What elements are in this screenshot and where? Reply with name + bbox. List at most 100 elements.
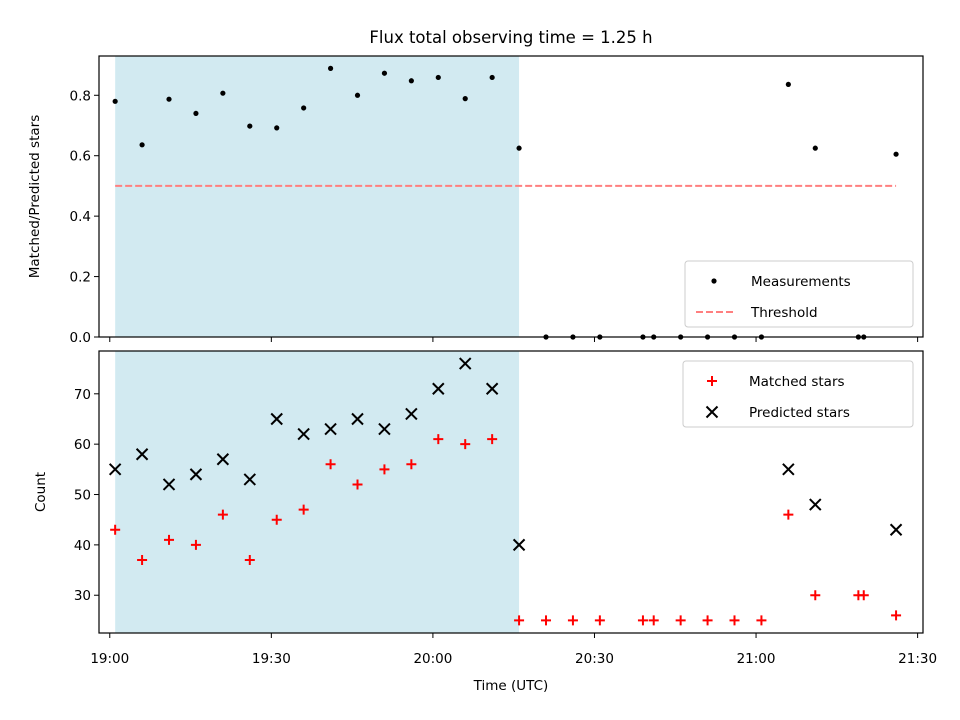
predicted-stars-marker	[351, 412, 364, 426]
predicted-stars-marker	[809, 498, 822, 511]
predicted-stars-marker	[135, 448, 149, 461]
legend-label: Threshold	[750, 305, 818, 321]
predicted-stars-marker	[782, 463, 795, 476]
predicted-stars-marker	[405, 407, 418, 421]
predicted-stars-marker	[243, 473, 257, 486]
matched-stars-marker	[137, 554, 148, 565]
predicted-stars-marker	[432, 382, 445, 395]
y-tick-label: 70	[74, 387, 91, 403]
x-tick-label: 20:30	[575, 651, 614, 667]
legend-label: Matched stars	[749, 374, 845, 390]
x-tick-label: 21:00	[737, 651, 776, 667]
predicted-stars-marker	[378, 422, 391, 436]
x-axis-label: Time (UTC)	[473, 678, 549, 694]
legend: Measurements Threshold	[684, 260, 914, 328]
measurements-marker	[516, 145, 522, 151]
predicted-stars-marker	[162, 478, 176, 491]
legend-label: Predicted stars	[749, 405, 850, 421]
matched-stars-marker	[190, 539, 201, 550]
measurements-marker	[112, 98, 118, 104]
bottom-panel: 30 40 50 60 70 19:00 19:30 20:00 20:30 21:00 21:30…	[33, 350, 937, 667]
measurements-marker	[785, 81, 791, 88]
matched-stars-marker	[810, 590, 821, 601]
matched-stars-marker	[298, 504, 309, 515]
matched-stars-marker	[352, 479, 363, 490]
measurements-marker	[139, 142, 145, 148]
predicted-stars-marker	[189, 468, 203, 481]
axes-frame	[98, 350, 924, 634]
measurements-marker	[166, 96, 172, 102]
shaded-region	[115, 56, 520, 337]
x-tick-label: 20:00	[413, 651, 452, 667]
matched-stars-marker	[217, 509, 228, 520]
legend-box	[682, 360, 914, 428]
measurements-marker	[893, 151, 899, 157]
matched-stars-marker	[514, 615, 525, 626]
y-tick-label: 0.6	[70, 149, 91, 165]
matched-stars-marker	[567, 615, 578, 626]
matched-stars-marker	[244, 554, 255, 565]
y-tick-label: 60	[74, 437, 91, 453]
x-tick-label: 19:00	[90, 651, 129, 667]
legend-measurements-swatch	[711, 278, 717, 284]
measurements-marker	[274, 125, 280, 131]
legend-box	[684, 260, 914, 328]
matched-stars-marker	[675, 615, 686, 626]
matched-stars-marker	[756, 615, 767, 626]
matched-stars-marker	[891, 610, 902, 621]
matched-stars-marker	[858, 590, 869, 601]
predicted-stars-marker	[512, 538, 526, 552]
measurements-marker	[381, 70, 388, 76]
predicted-stars-marker	[108, 463, 122, 476]
measurements-marker	[435, 74, 441, 81]
predicted-stars-marker	[216, 453, 230, 466]
chart-title: Flux total observing time = 1.25 h	[369, 28, 652, 47]
legend-matched-stars-swatch	[707, 376, 717, 386]
predicted-stars-marker	[324, 422, 337, 436]
measurements-marker	[462, 96, 468, 102]
measurements-marker	[247, 123, 253, 129]
y-tick-label: 0.2	[70, 270, 91, 286]
measurements-marker	[408, 78, 414, 84]
matched-stars-marker	[648, 615, 659, 626]
matched-stars-marker	[783, 509, 794, 520]
matched-stars-marker	[325, 459, 336, 470]
y-axis-label: Count	[33, 472, 49, 512]
matched-stars-marker	[379, 464, 390, 475]
legend: Matched stars Predicted stars	[682, 360, 914, 428]
matched-stars-marker	[729, 615, 740, 626]
y-tick-label: 50	[74, 488, 91, 504]
measurements-marker	[193, 110, 199, 117]
y-tick-label: 40	[74, 538, 91, 554]
measurements-marker	[489, 74, 495, 81]
axes-frame	[98, 55, 924, 338]
predicted-stars-marker	[459, 357, 472, 370]
measurements-marker	[812, 145, 818, 151]
matched-stars-marker	[702, 615, 713, 626]
matched-stars-marker	[594, 615, 605, 626]
matched-stars-marker	[541, 615, 552, 626]
predicted-stars-marker	[889, 523, 903, 536]
measurements-marker	[220, 90, 226, 96]
x-tick-label: 19:30	[252, 651, 291, 667]
matched-stars-marker	[433, 434, 444, 445]
matched-stars-marker	[406, 459, 417, 470]
y-tick-label: 0.4	[70, 209, 91, 225]
predicted-stars-marker	[270, 412, 283, 426]
matched-stars-marker	[460, 439, 471, 450]
measurements-marker	[301, 105, 307, 111]
x-tick-label: 21:30	[898, 651, 937, 667]
y-tick-label: 30	[74, 588, 91, 604]
matched-stars-marker	[110, 524, 121, 535]
matched-stars-marker	[637, 615, 648, 626]
legend-predicted-stars-swatch	[705, 405, 719, 419]
legend-label: Measurements	[751, 274, 851, 290]
matched-stars-marker	[487, 434, 498, 445]
measurements-marker	[354, 92, 361, 98]
y-axis-label: Matched/Predicted stars	[27, 115, 43, 278]
matched-stars-marker	[271, 514, 282, 525]
shaded-region	[115, 351, 520, 633]
y-tick-label: 0.0	[70, 330, 91, 346]
measurements-marker	[327, 65, 334, 71]
